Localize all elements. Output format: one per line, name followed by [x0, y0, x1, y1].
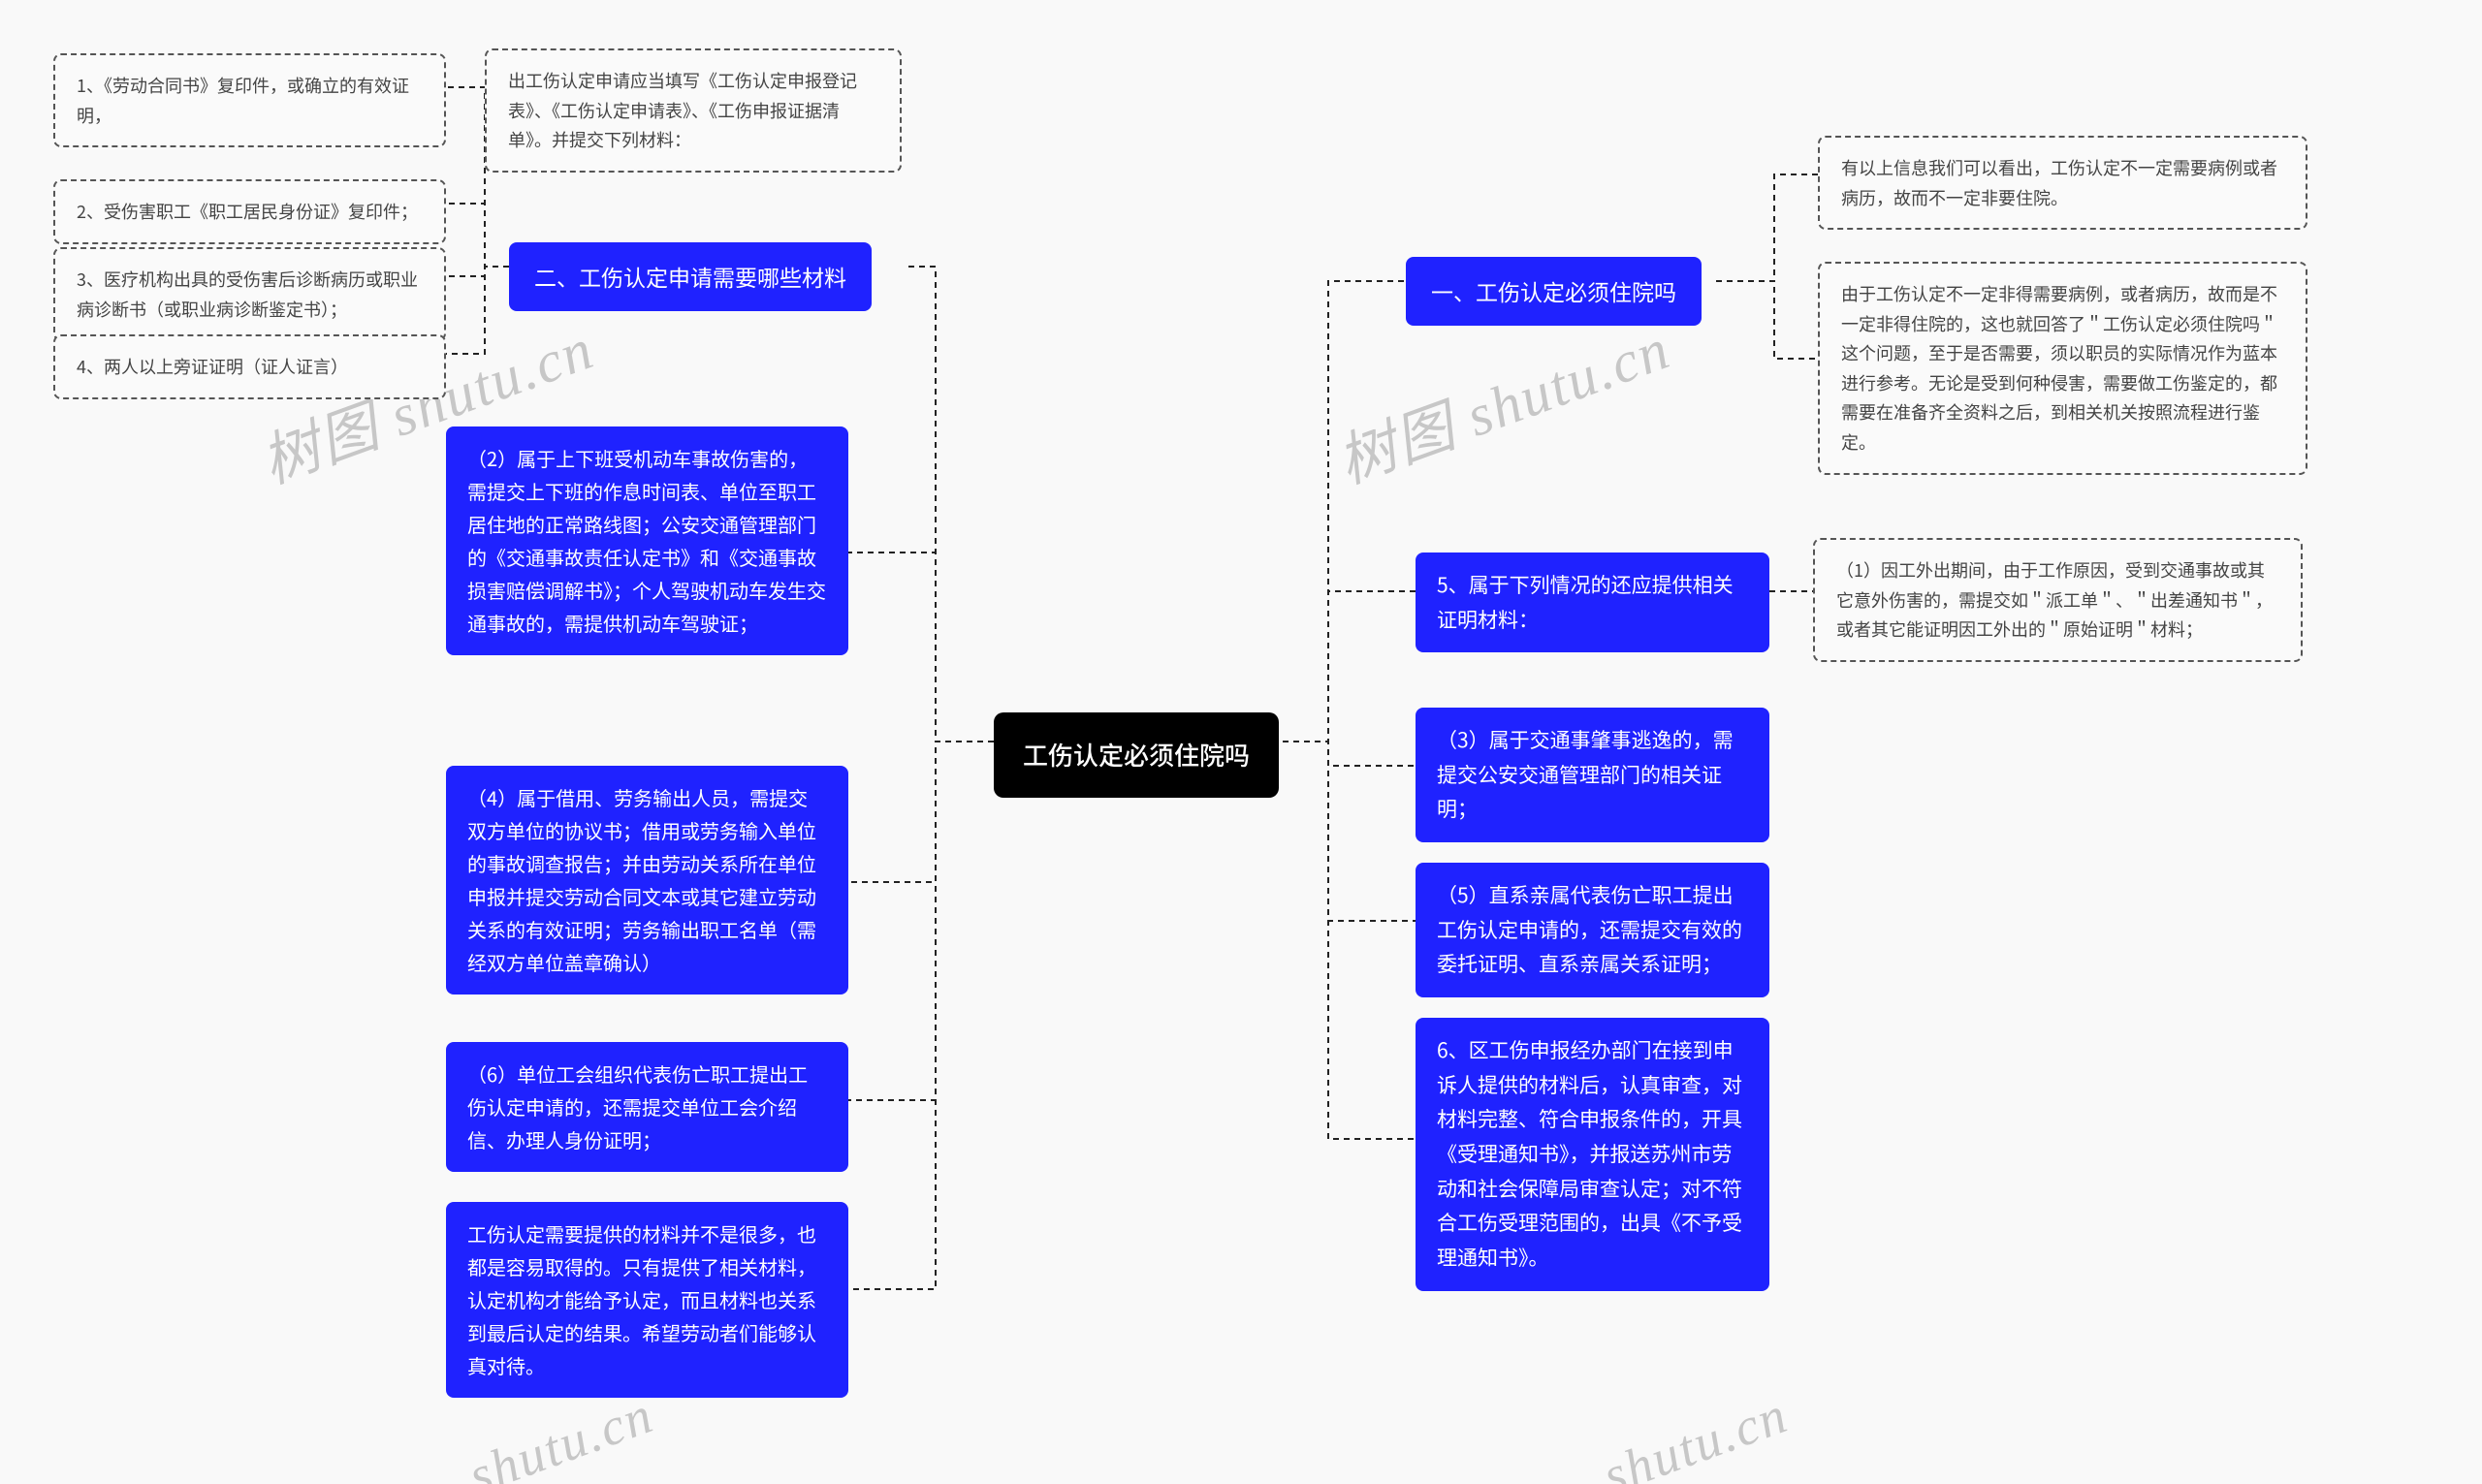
left-h2-item-3: 3、医疗机构出具的受伤害后诊断病历或职业病诊断书（或职业病诊断鉴定书）；: [53, 247, 446, 341]
left-h2-item-4: 4、两人以上旁证证明（证人证言）: [53, 334, 446, 399]
right-h1-note2: 由于工伤认定不一定非得需要病例，或者病历，故而是不一定非得住院的，这也就回答了＂…: [1818, 262, 2307, 475]
watermark: 树图 shutu.cn: [1324, 301, 1680, 499]
right-node-5[interactable]: （5）直系亲属代表伤亡职工提出工伤认定申请的，还需提交有效的委托证明、直系亲属关…: [1416, 863, 1769, 997]
left-node-final[interactable]: 工伤认定需要提供的材料并不是很多，也都是容易取得的。只有提供了相关材料，认定机构…: [446, 1202, 848, 1398]
center-topic[interactable]: 工伤认定必须住院吗: [994, 712, 1279, 798]
right-node-6[interactable]: 6、区工伤申报经办部门在接到申诉人提供的材料后，认真审查，对材料完整、符合申报条…: [1416, 1018, 1769, 1291]
left-h2-intro: 出工伤认定申请应当填写《工伤认定申报登记表》、《工伤认定申请表》、《工伤申报证据…: [485, 48, 902, 173]
right-h1-note1: 有以上信息我们可以看出，工伤认定不一定需要病例或者病历，故而不一定非要住院。: [1818, 136, 2307, 230]
left-h2-item-2: 2、受伤害职工《职工居民身份证》复印件；: [53, 179, 446, 244]
left-node-6u[interactable]: （6）单位工会组织代表伤亡职工提出工伤认定申请的，还需提交单位工会介绍信、办理人…: [446, 1042, 848, 1172]
watermark: shutu.cn: [461, 1384, 661, 1484]
mindmap-canvas: 树图 shutu.cn 树图 shutu.cn shutu.cn shutu.c…: [0, 0, 2482, 1484]
left-heading-2[interactable]: 二、工伤认定申请需要哪些材料: [509, 242, 872, 311]
right-heading-1[interactable]: 一、工伤认定必须住院吗: [1406, 257, 1702, 326]
right-heading-5[interactable]: 5、属于下列情况的还应提供相关证明材料：: [1416, 553, 1769, 652]
left-node-4[interactable]: （4）属于借用、劳务输出人员，需提交双方单位的协议书；借用或劳务输入单位的事故调…: [446, 766, 848, 995]
watermark: shutu.cn: [1595, 1384, 1796, 1484]
left-h2-item-1: 1、《劳动合同书》复印件，或确立的有效证明，: [53, 53, 446, 147]
right-h5-note: （1）因工外出期间，由于工作原因，受到交通事故或其它意外伤害的，需提交如＂派工单…: [1813, 538, 2303, 662]
right-node-3[interactable]: （3）属于交通事肇事逃逸的，需提交公安交通管理部门的相关证明；: [1416, 708, 1769, 842]
left-node-2[interactable]: （2）属于上下班受机动车事故伤害的，需提交上下班的作息时间表、单位至职工居住地的…: [446, 426, 848, 655]
